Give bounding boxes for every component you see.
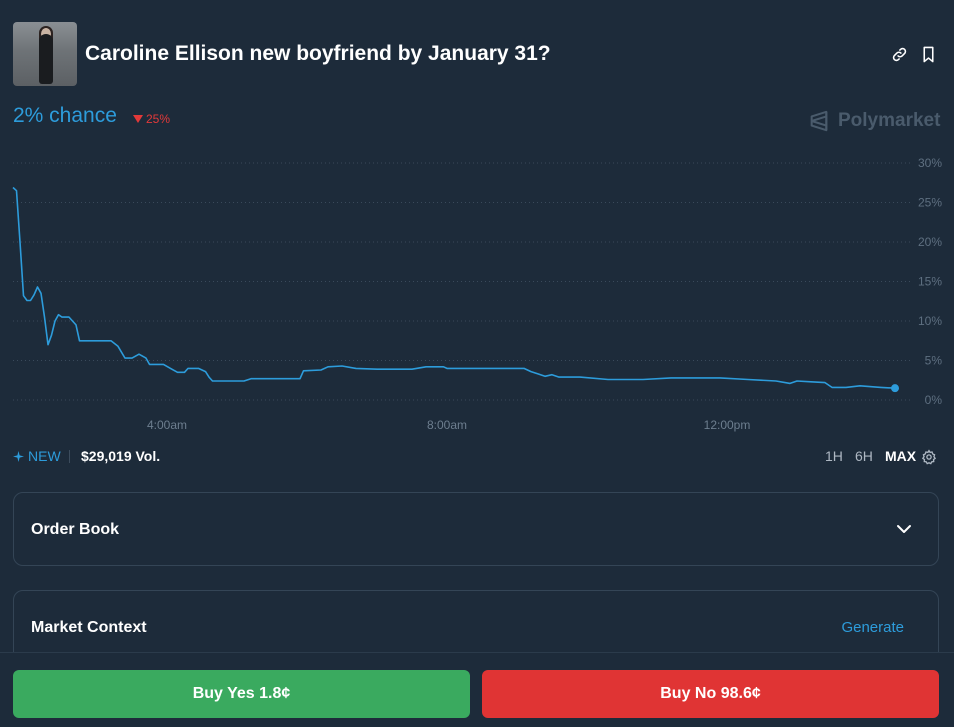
settings-gear-icon[interactable] [919, 447, 939, 467]
y-tick-label: 5% [925, 354, 943, 368]
down-triangle-icon [133, 115, 143, 123]
link-icon[interactable] [889, 44, 909, 64]
chance-value: 2% chance [13, 104, 117, 127]
y-tick-label: 25% [918, 196, 942, 210]
chart-controls: NEW $29,019 Vol. 1H 6H MAX [13, 448, 941, 468]
y-tick-label: 20% [918, 235, 942, 249]
probability-chart: 30% 25% 20% 15% 10% 5% 0% 4:00am 8:00am 12:00pm [12, 156, 943, 432]
sparkle-icon [13, 450, 24, 462]
new-label: NEW [28, 448, 61, 464]
range-6h-button[interactable]: 6H [855, 448, 873, 464]
generate-button[interactable]: Generate [841, 619, 904, 636]
bookmark-icon[interactable] [918, 44, 938, 64]
series-line [12, 186, 896, 389]
polymarket-logo-icon [810, 110, 828, 132]
order-book-panel[interactable]: Order Book [13, 492, 939, 566]
buy-yes-button[interactable]: Buy Yes 1.8¢ [13, 670, 470, 718]
series-endpoint [891, 384, 899, 393]
chevron-down-icon[interactable] [894, 519, 914, 539]
change-badge: 25% [133, 112, 170, 126]
y-tick-label: 10% [918, 314, 942, 328]
market-thumbnail [13, 22, 77, 86]
brand-logo: Polymarket [808, 108, 940, 134]
range-max-button[interactable]: MAX [885, 448, 917, 464]
y-tick-label: 15% [918, 275, 942, 289]
market-header: Caroline Ellison new boyfriend by Januar… [13, 22, 941, 86]
divider [69, 450, 70, 463]
order-book-title: Order Book [31, 521, 120, 538]
new-badge: NEW [13, 448, 61, 464]
market-title: Caroline Ellison new boyfriend by Januar… [85, 42, 551, 65]
x-tick-label: 12:00pm [704, 418, 751, 432]
y-tick-label: 30% [918, 156, 942, 170]
trade-footer: Buy Yes 1.8¢ Buy No 98.6¢ [0, 652, 954, 727]
volume-value: $29,019 Vol. [81, 448, 161, 464]
buy-no-button[interactable]: Buy No 98.6¢ [482, 670, 939, 718]
x-tick-label: 8:00am [427, 418, 467, 432]
y-tick-label: 0% [925, 393, 943, 407]
range-1h-button[interactable]: 1H [825, 448, 843, 464]
x-tick-label: 4:00am [147, 418, 187, 432]
change-value: 25% [146, 112, 171, 126]
brand-name: Polymarket [838, 110, 941, 131]
market-context-title: Market Context [31, 619, 147, 636]
